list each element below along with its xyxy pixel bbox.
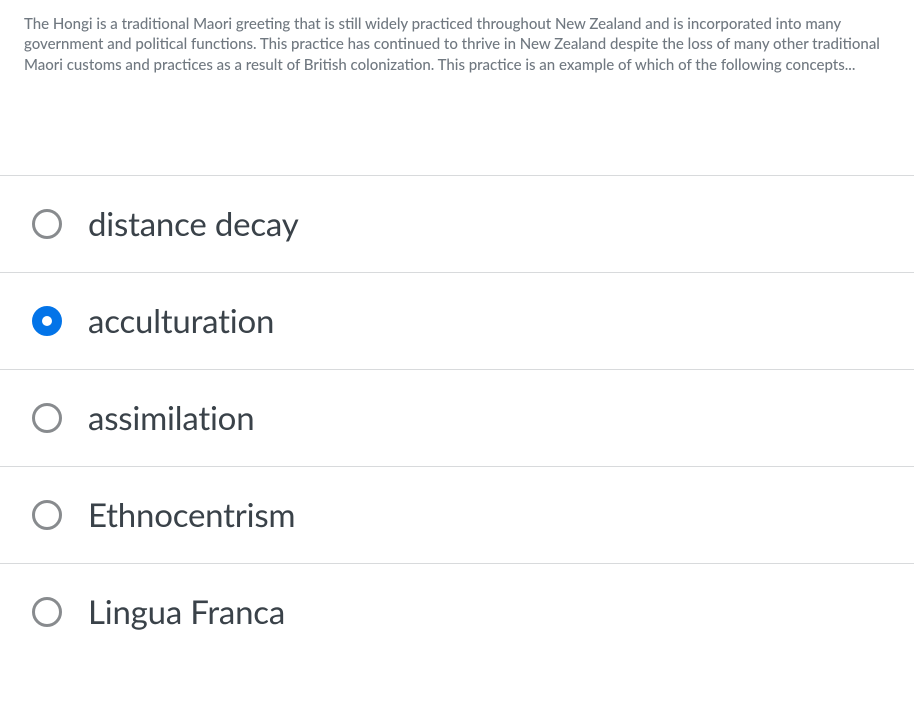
radio-icon xyxy=(32,209,62,239)
radio-icon xyxy=(32,500,62,530)
spacer xyxy=(0,95,914,175)
option-label: Lingua Franca xyxy=(88,592,285,632)
option-acculturation[interactable]: acculturation xyxy=(0,273,914,370)
option-label: Ethnocentrism xyxy=(88,495,295,535)
option-distance-decay[interactable]: distance decay xyxy=(0,176,914,273)
option-assimilation[interactable]: assimilation xyxy=(0,370,914,467)
option-lingua-franca[interactable]: Lingua Franca xyxy=(0,564,914,660)
option-label: distance decay xyxy=(88,204,299,244)
radio-icon xyxy=(32,597,62,627)
question-text: The Hongi is a traditional Maori greetin… xyxy=(0,0,914,95)
option-label: acculturation xyxy=(88,301,274,341)
options-list: distance decay acculturation assimilatio… xyxy=(0,175,914,660)
option-label: assimilation xyxy=(88,398,254,438)
radio-icon xyxy=(32,306,62,336)
radio-icon xyxy=(32,403,62,433)
option-ethnocentrism[interactable]: Ethnocentrism xyxy=(0,467,914,564)
